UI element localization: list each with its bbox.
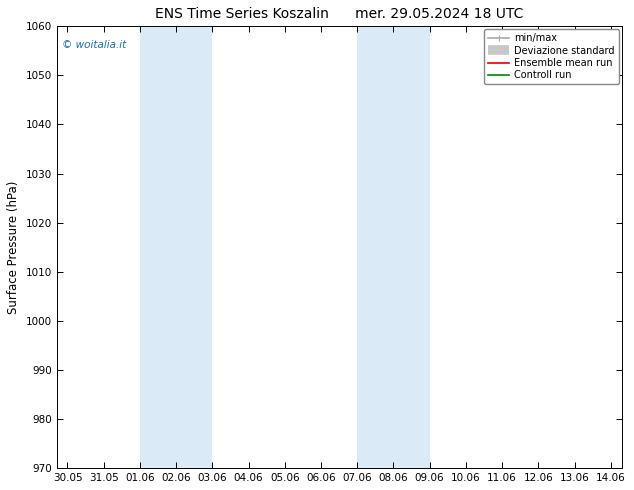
Text: © woitalia.it: © woitalia.it (62, 40, 127, 49)
Legend: min/max, Deviazione standard, Ensemble mean run, Controll run: min/max, Deviazione standard, Ensemble m… (484, 29, 619, 84)
Bar (357, 26, 430, 468)
Bar (140, 26, 212, 468)
Y-axis label: Surface Pressure (hPa): Surface Pressure (hPa) (7, 180, 20, 314)
Title: ENS Time Series Koszalin      mer. 29.05.2024 18 UTC: ENS Time Series Koszalin mer. 29.05.2024… (155, 7, 523, 21)
